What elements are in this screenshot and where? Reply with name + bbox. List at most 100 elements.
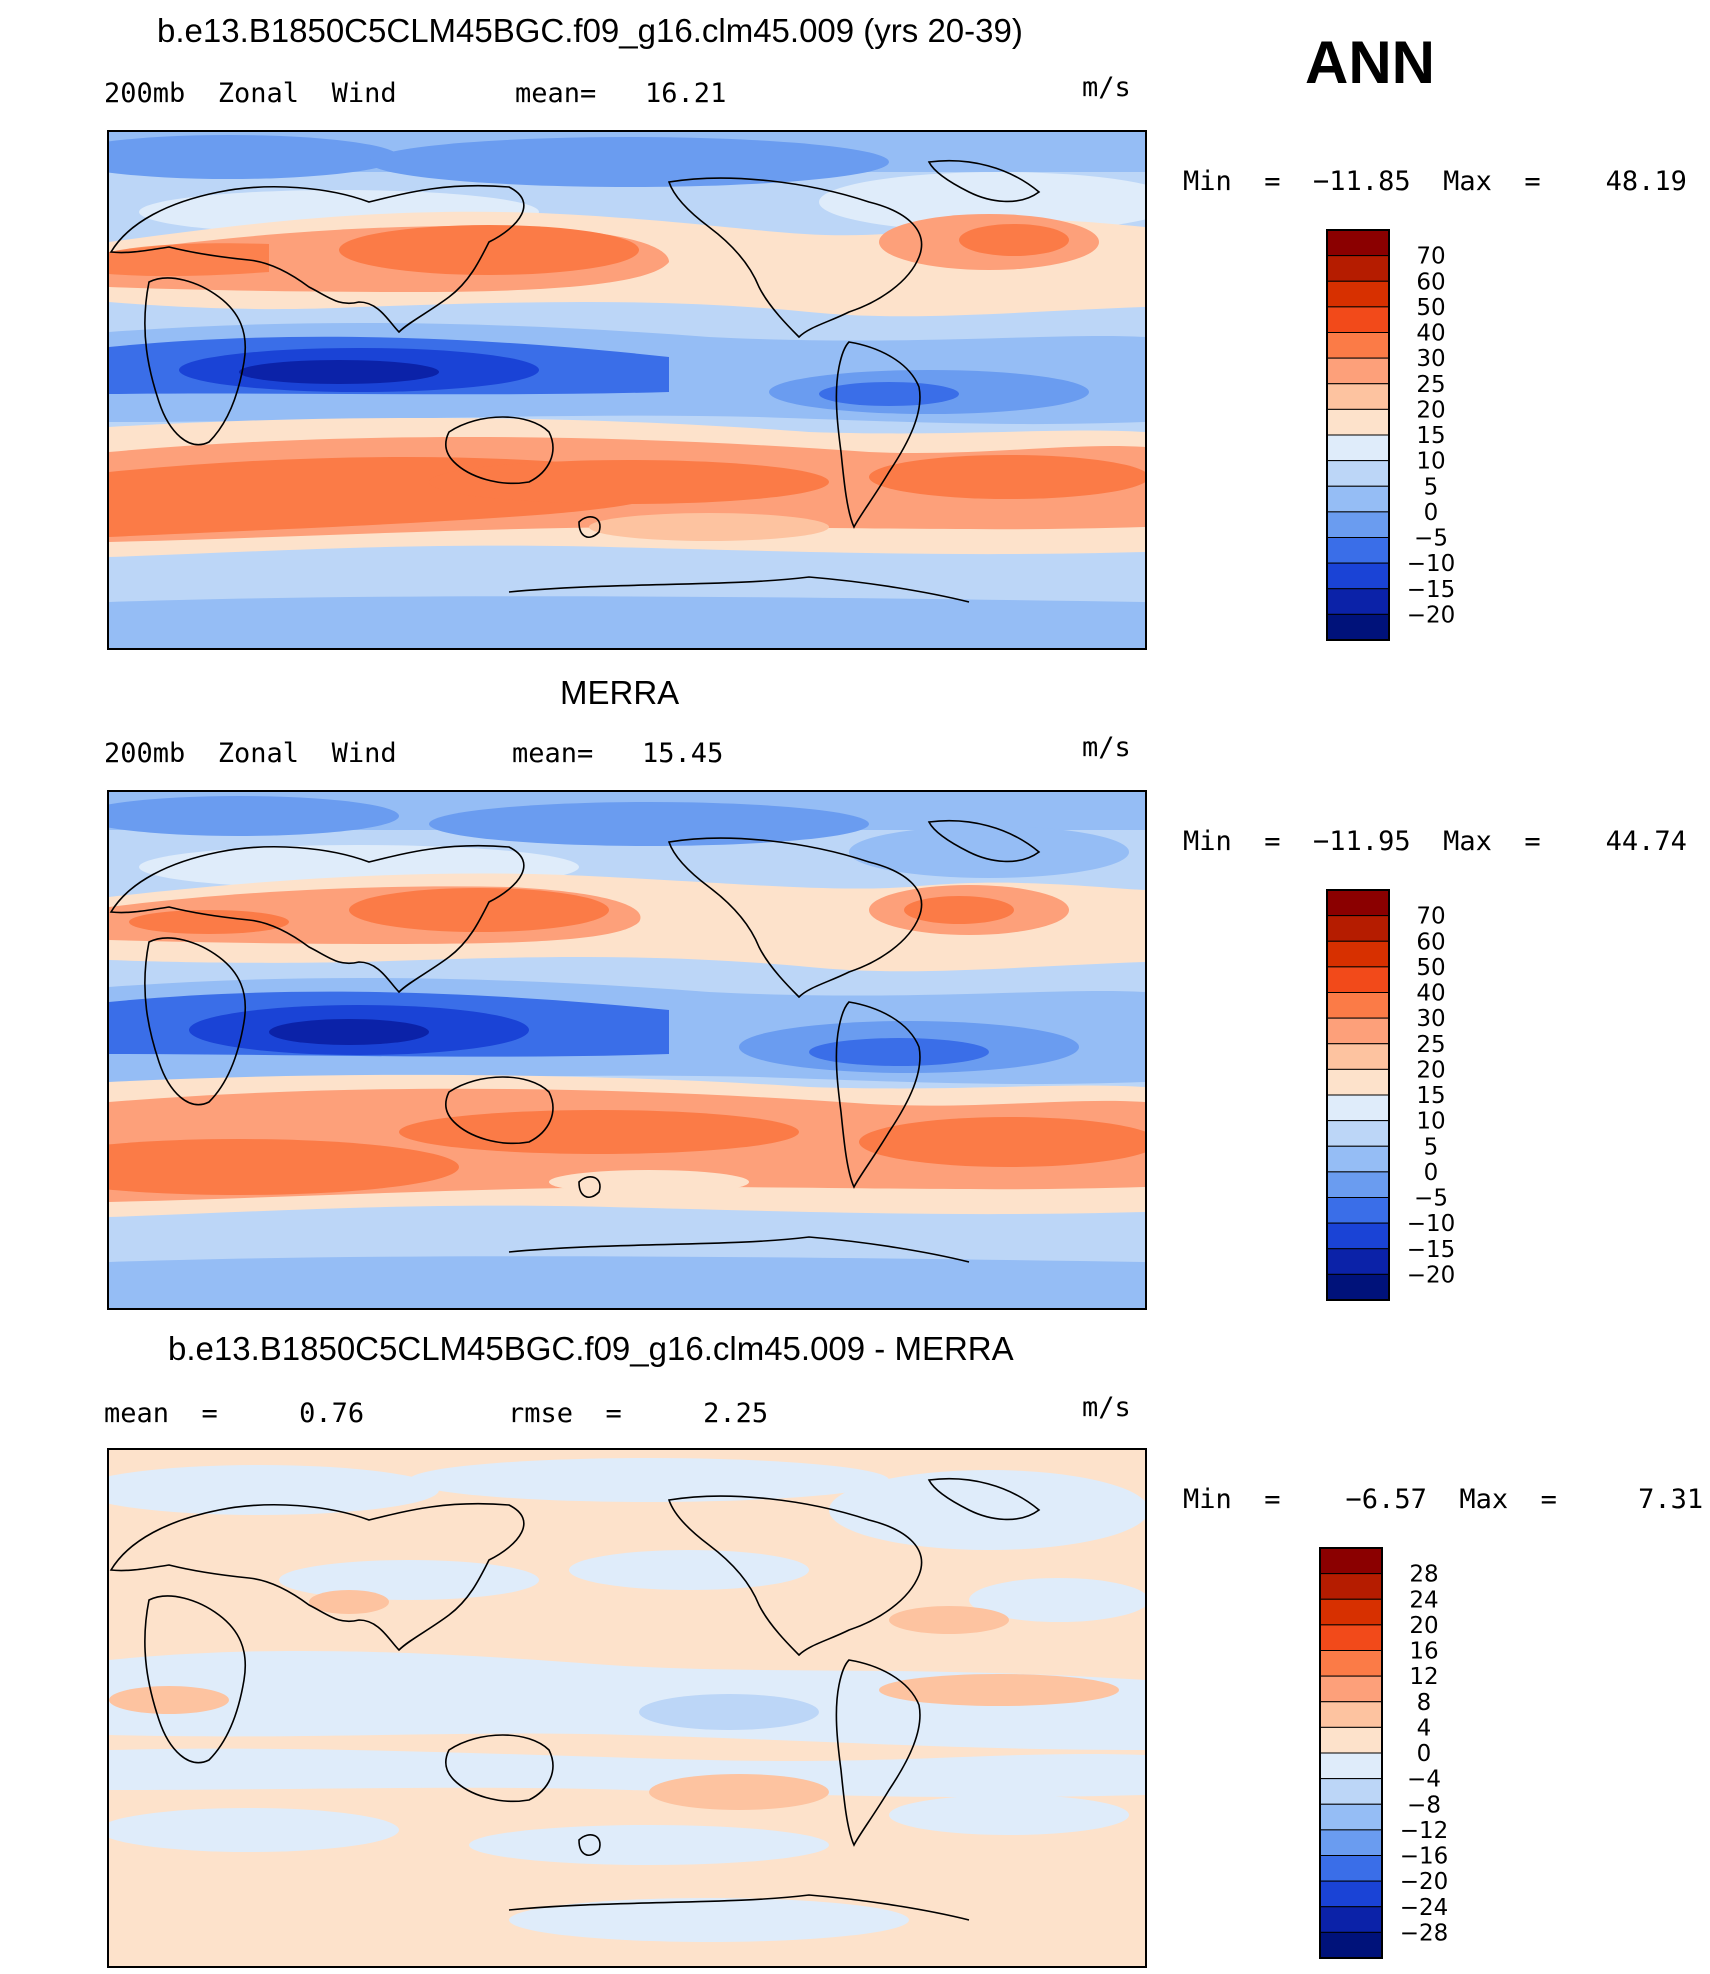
colorbar-3-box-8 — [1319, 1752, 1383, 1780]
colorbar-3-box-15 — [1319, 1931, 1383, 1959]
colorbar-2-tick-label: 60 — [1416, 929, 1445, 955]
colorbar-1-box-9 — [1326, 460, 1390, 487]
colorbar-1-box-14 — [1326, 588, 1390, 615]
colorbar-3-tick-label: −8 — [1407, 1792, 1441, 1818]
colorbar-1-tick-label: 30 — [1416, 346, 1445, 372]
panel-1-map-svg — [109, 132, 1145, 648]
colorbar-3-box-3 — [1319, 1624, 1383, 1651]
panel-2-unit-label: m/s — [1082, 732, 1131, 763]
colorbar-2-tick-label: −20 — [1407, 1262, 1456, 1288]
colorbar-2-box-4 — [1326, 992, 1390, 1019]
colorbar-2-tick-label: 20 — [1416, 1057, 1445, 1083]
colorbar-3-box-11 — [1319, 1829, 1383, 1856]
panel-2-title: MERRA — [560, 674, 680, 711]
panel-1-colorbar: 70 60 50 40 30 25 20 15 10 5 0 −5 −10 −15 −20 — [1326, 229, 1527, 642]
colorbar-1-box-3 — [1326, 306, 1390, 333]
colorbar-1-tick-label: −20 — [1407, 602, 1456, 628]
colorbar-1-tick-label: 10 — [1416, 449, 1445, 475]
panel-1-title: b.e13.B1850C5CLM45BGC.f09_g16.clm45.009 … — [157, 12, 1023, 49]
colorbar-3-box-12 — [1319, 1855, 1383, 1882]
colorbar-1-box-1 — [1326, 255, 1390, 282]
panel-1-mean-label: mean= 16.21 — [515, 78, 727, 109]
colorbar-3-box-9 — [1319, 1778, 1383, 1805]
colorbar-3-box-0 — [1319, 1547, 1383, 1575]
colorbar-3-tick-label: 12 — [1409, 1664, 1438, 1690]
panel-2-mean-label: mean= 15.45 — [512, 738, 724, 769]
colorbar-2-tick-label: 25 — [1416, 1032, 1445, 1058]
colorbar-2-tick-label: 15 — [1416, 1083, 1445, 1109]
colorbar-3-box-14 — [1319, 1906, 1383, 1933]
colorbar-3-tick-label: −28 — [1400, 1920, 1449, 1946]
colorbar-2-box-3 — [1326, 966, 1390, 993]
colorbar-2-box-13 — [1326, 1222, 1390, 1250]
colorbar-2-tick-label: 30 — [1416, 1006, 1445, 1032]
colorbar-2-tick-label: 70 — [1416, 904, 1445, 930]
colorbar-3-box-1 — [1319, 1573, 1383, 1600]
colorbar-2-box-11 — [1326, 1171, 1390, 1198]
season-label: ANN — [1305, 29, 1435, 96]
colorbar-1-box-8 — [1326, 434, 1390, 462]
colorbar-2-box-7 — [1326, 1068, 1390, 1096]
panel-2-map-svg — [109, 792, 1145, 1308]
colorbar-3-tick-label: 16 — [1409, 1639, 1438, 1665]
colorbar-1-tick-label: 40 — [1416, 321, 1445, 347]
colorbar-2-tick-label: 0 — [1424, 1160, 1439, 1186]
colorbar-3-tick-label: 4 — [1417, 1715, 1432, 1741]
colorbar-1-tick-label: 0 — [1424, 500, 1439, 526]
colorbar-3-box-2 — [1319, 1598, 1383, 1626]
colorbar-1-tick-label: −5 — [1414, 526, 1448, 552]
colorbar-1-tick-label: 50 — [1416, 295, 1445, 321]
colorbar-2-tick-label: 10 — [1416, 1109, 1445, 1135]
colorbar-2-box-10 — [1326, 1145, 1390, 1173]
panel-1-unit-label: m/s — [1082, 72, 1131, 103]
panel-1-minmax: Min = −11.85 Max = 48.19 — [1183, 166, 1687, 197]
colorbar-2-box-1 — [1326, 915, 1390, 942]
colorbar-3-box-13 — [1319, 1880, 1383, 1908]
panel-2-minmax: Min = −11.95 Max = 44.74 — [1183, 826, 1687, 857]
colorbar-2-box-2 — [1326, 940, 1390, 968]
colorbar-1-box-2 — [1326, 280, 1390, 308]
panel-3-map — [107, 1448, 1147, 1968]
colorbar-3-tick-label: 28 — [1409, 1562, 1438, 1588]
colorbar-1-box-13 — [1326, 562, 1390, 590]
colorbar-2-tick-label: 5 — [1424, 1134, 1439, 1160]
colorbar-2-tick-label: −5 — [1414, 1186, 1448, 1212]
panel-3-mean-label: mean = 0.76 — [104, 1398, 365, 1429]
colorbar-1-box-11 — [1326, 511, 1390, 538]
colorbar-2-box-12 — [1326, 1197, 1390, 1224]
panel-1-map — [107, 130, 1147, 650]
colorbar-3-tick-label: 20 — [1409, 1613, 1438, 1639]
colorbar-1-box-0 — [1326, 229, 1390, 257]
colorbar-2-box-6 — [1326, 1043, 1390, 1070]
colorbar-2-box-5 — [1326, 1017, 1390, 1045]
colorbar-3-box-10 — [1319, 1803, 1383, 1831]
colorbar-3-tick-label: −20 — [1400, 1869, 1449, 1895]
panel-3-title: b.e13.B1850C5CLM45BGC.f09_g16.clm45.009 … — [168, 1330, 1014, 1367]
colorbar-2-box-9 — [1326, 1120, 1390, 1147]
colorbar-1-box-10 — [1326, 485, 1390, 513]
panel-3-minmax: Min = −6.57 Max = 7.31 — [1183, 1484, 1704, 1515]
colorbar-2-tick-label: 50 — [1416, 955, 1445, 981]
panel-3-map-svg — [109, 1450, 1145, 1966]
colorbar-3-tick-label: 8 — [1417, 1690, 1432, 1716]
colorbar-3-tick-label: −16 — [1400, 1844, 1449, 1870]
panel-3-unit-label: m/s — [1082, 1392, 1131, 1423]
panel-1-variable-label: 200mb Zonal Wind — [104, 78, 397, 109]
colorbar-3-tick-label: 24 — [1409, 1587, 1438, 1613]
colorbar-3-box-7 — [1319, 1726, 1383, 1754]
colorbar-1-box-7 — [1326, 408, 1390, 436]
panel-3-rmse-label: rmse = 2.25 — [508, 1398, 769, 1429]
colorbar-2-box-15 — [1326, 1273, 1390, 1301]
colorbar-3-tick-label: −4 — [1407, 1767, 1441, 1793]
panel-2-map — [107, 790, 1147, 1310]
colorbar-1-box-4 — [1326, 332, 1390, 359]
colorbar-1-box-15 — [1326, 613, 1390, 641]
panel-2-variable-label: 200mb Zonal Wind — [104, 738, 397, 769]
colorbar-1-frame — [1326, 229, 1390, 641]
colorbar-1-box-5 — [1326, 357, 1390, 385]
colorbar-1-tick-label: 70 — [1416, 244, 1445, 270]
colorbar-1-box-12 — [1326, 537, 1390, 564]
